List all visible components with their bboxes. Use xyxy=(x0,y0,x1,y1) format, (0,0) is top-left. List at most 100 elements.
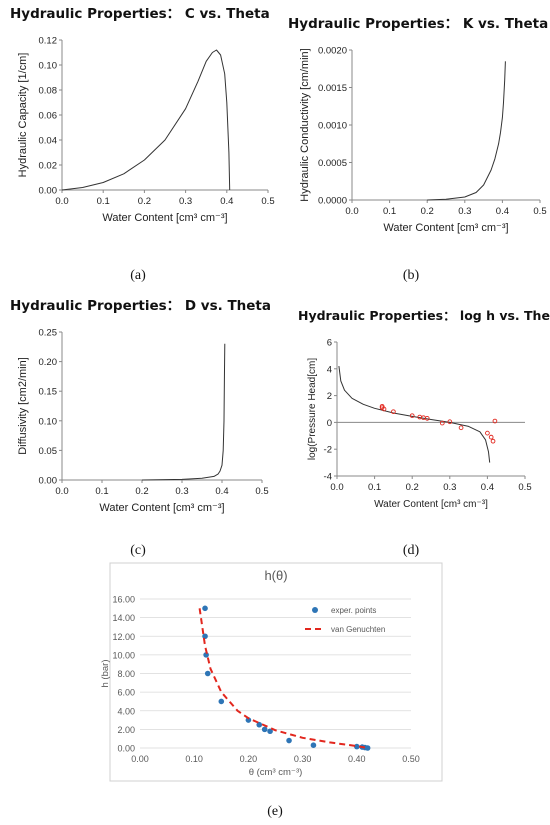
y-tick-label: 6.00 xyxy=(117,688,135,698)
x-tick-label: 0.4 xyxy=(215,486,228,497)
x-tick-label: 0.30 xyxy=(294,754,312,764)
y-tick-label: 0.08 xyxy=(39,86,58,97)
x-tick-label: 0.0 xyxy=(55,196,68,207)
y-tick-label: 16.00 xyxy=(112,595,135,605)
x-tick-label: 0.3 xyxy=(175,486,188,497)
series-line xyxy=(198,608,368,749)
series-line xyxy=(338,366,491,463)
series-line xyxy=(427,61,506,201)
x-tick-label: 0.3 xyxy=(458,206,471,217)
data-point xyxy=(381,406,387,412)
data-point xyxy=(485,430,490,436)
y-tick-label: 6 xyxy=(327,338,332,349)
y-axis-label: Hydraulic Capacity [1/cm] xyxy=(17,53,29,178)
chart-e: h(θ) 0.00 2.00 4.00 6.00 8.00 10.00 12.00 14.00 1… xyxy=(100,562,443,819)
x-axis-label: Water Content [cm³ cm⁻³] xyxy=(102,212,227,224)
panel-caption: (d) xyxy=(403,543,420,558)
x-tick-label: 0.5 xyxy=(261,196,274,207)
x-tick-label: 0.00 xyxy=(131,754,149,764)
y-tick-label: 2.00 xyxy=(117,725,135,735)
y-tick-label: -4 xyxy=(324,472,332,483)
chart-a: Hydraulic Properties： C vs. Theta0.000.0… xyxy=(10,6,275,283)
data-point xyxy=(488,434,494,440)
panel-caption: (a) xyxy=(130,268,146,283)
x-tick-label: 0.2 xyxy=(138,196,151,207)
y-axis-label: Hydraulic Conductivity [cm/min] xyxy=(299,48,311,201)
y-tick-label: 0.06 xyxy=(39,111,58,122)
data-point xyxy=(218,698,225,705)
y-tick-label: 0.20 xyxy=(39,357,58,368)
y-tick-label: 14.00 xyxy=(112,613,135,623)
panel-caption: (e) xyxy=(267,804,283,819)
series-line xyxy=(61,49,231,191)
y-tick-label: 12.00 xyxy=(112,632,135,642)
x-tick-label: 0.4 xyxy=(496,206,509,217)
y-tick-label: 4 xyxy=(327,364,332,375)
x-tick-label: 0.1 xyxy=(97,196,110,207)
x-axis-label: Water Content [cm³ cm⁻³] xyxy=(374,499,488,510)
legend-marker xyxy=(312,607,318,613)
y-tick-label: 4.00 xyxy=(117,706,135,716)
x-tick-label: 0.5 xyxy=(533,206,546,217)
chart-b: Hydraulic Properties： K vs. Theta0.00000… xyxy=(288,16,548,283)
y-tick-label: 0.0015 xyxy=(318,83,347,94)
y-tick-label: 0.0010 xyxy=(318,121,347,132)
y-tick-label: 2 xyxy=(327,391,332,402)
data-point xyxy=(492,418,498,424)
data-point xyxy=(439,420,445,426)
y-tick-label: 0.25 xyxy=(39,328,58,339)
x-tick-label: 0.5 xyxy=(255,486,268,497)
y-axis-label: log(Pressure Head[cm] xyxy=(307,358,318,460)
x-tick-label: 0.2 xyxy=(406,482,419,493)
y-axis-label: h (bar) xyxy=(100,660,111,688)
x-tick-label: 0.0 xyxy=(345,206,358,217)
data-point xyxy=(409,413,415,419)
chart-c: Hydraulic Properties： D vs. Theta 0.000.0… xyxy=(10,298,271,558)
y-tick-label: 0 xyxy=(327,418,332,429)
y-tick-label: 0.04 xyxy=(39,136,58,147)
x-tick-label: 0.0 xyxy=(55,486,68,497)
x-tick-label: 0.1 xyxy=(368,482,381,493)
y-axis-label: Diffusivity [cm2/min] xyxy=(17,357,29,455)
legend-entry: van Genuchten xyxy=(331,625,385,634)
x-tick-label: 0.40 xyxy=(348,754,366,764)
x-tick-label: 0.20 xyxy=(240,754,258,764)
x-tick-label: 0.10 xyxy=(185,754,203,764)
y-tick-label: 0.10 xyxy=(39,416,58,427)
panel-caption: (b) xyxy=(403,268,420,283)
data-point xyxy=(261,726,268,733)
data-point xyxy=(424,416,430,421)
y-tick-label: 8.00 xyxy=(117,669,135,679)
data-point xyxy=(204,670,211,677)
series-line xyxy=(141,343,226,481)
y-tick-label: -2 xyxy=(324,445,332,456)
x-tick-label: 0.5 xyxy=(518,482,531,493)
data-point xyxy=(202,633,208,640)
data-point xyxy=(364,745,371,751)
chart-title: h(θ) xyxy=(264,568,287,583)
data-point xyxy=(447,419,453,425)
y-tick-label: 0.0020 xyxy=(318,46,347,57)
data-point xyxy=(245,717,252,723)
y-tick-label: 10.00 xyxy=(112,650,135,660)
x-tick-label: 0.0 xyxy=(330,482,343,493)
chart-d: Hydraulic Properties： log h vs. Theta -4 -… xyxy=(298,308,550,558)
x-tick-label: 0.4 xyxy=(220,196,233,207)
y-tick-label: 0.10 xyxy=(39,61,58,72)
data-point xyxy=(310,742,317,749)
x-tick-label: 0.2 xyxy=(421,206,434,217)
data-point xyxy=(354,743,360,750)
x-axis-label: θ (cm³ cm⁻³) xyxy=(249,767,303,778)
y-tick-label: 0.00 xyxy=(39,476,58,487)
x-tick-label: 0.3 xyxy=(443,482,456,493)
x-tick-label: 0.1 xyxy=(95,486,108,497)
x-axis-label: Water Content [cm³ cm⁻³] xyxy=(383,222,508,234)
x-tick-label: 0.4 xyxy=(481,482,494,493)
y-tick-label: 0.00 xyxy=(39,186,58,197)
y-tick-label: 0.00 xyxy=(117,744,135,754)
chart-title: Hydraulic Properties： D vs. Theta xyxy=(10,298,271,314)
data-point xyxy=(458,425,464,431)
x-tick-label: 0.50 xyxy=(402,754,420,764)
y-tick-label: 0.0000 xyxy=(318,196,347,207)
